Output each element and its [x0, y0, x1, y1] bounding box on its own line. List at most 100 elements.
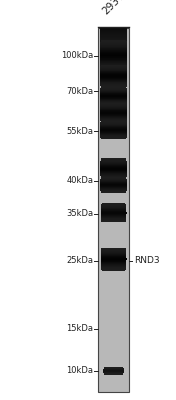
Bar: [100, 50, 127, 51]
Bar: [100, 163, 127, 164]
Bar: [100, 257, 127, 258]
Bar: [100, 45, 127, 46]
Bar: [100, 69, 127, 70]
Bar: [100, 52, 127, 53]
Bar: [101, 178, 126, 179]
Bar: [100, 42, 127, 43]
Bar: [100, 106, 127, 107]
Bar: [100, 170, 127, 171]
Bar: [101, 253, 126, 254]
Bar: [101, 103, 126, 104]
Bar: [101, 160, 126, 161]
Bar: [100, 61, 127, 62]
Bar: [101, 266, 126, 267]
Bar: [100, 66, 127, 67]
Bar: [100, 52, 127, 53]
Bar: [100, 77, 127, 78]
Bar: [100, 121, 127, 122]
Bar: [100, 29, 127, 30]
Bar: [102, 270, 125, 271]
Bar: [101, 64, 126, 65]
Bar: [101, 262, 126, 263]
Bar: [100, 43, 127, 44]
Bar: [100, 49, 127, 50]
Bar: [100, 66, 127, 67]
Bar: [100, 111, 127, 112]
Bar: [100, 55, 127, 56]
Bar: [100, 60, 127, 61]
Bar: [100, 61, 127, 62]
Bar: [100, 80, 127, 81]
Bar: [100, 51, 127, 52]
Bar: [101, 209, 126, 210]
Bar: [101, 177, 126, 178]
Bar: [100, 172, 127, 173]
Bar: [100, 62, 127, 63]
Bar: [100, 57, 127, 58]
Bar: [100, 104, 127, 105]
Bar: [100, 118, 127, 119]
Bar: [100, 53, 127, 54]
Bar: [100, 68, 127, 69]
Bar: [101, 217, 126, 218]
Bar: [100, 115, 127, 116]
Bar: [101, 87, 126, 88]
Bar: [100, 57, 127, 58]
Bar: [100, 117, 127, 118]
Bar: [100, 44, 127, 45]
Bar: [100, 45, 127, 46]
Bar: [102, 248, 125, 249]
Bar: [100, 110, 127, 111]
Bar: [101, 220, 126, 221]
Text: 10kDa: 10kDa: [66, 366, 93, 375]
Bar: [100, 258, 127, 259]
Bar: [100, 62, 127, 63]
Text: 40kDa: 40kDa: [66, 176, 93, 185]
Bar: [100, 46, 127, 47]
Bar: [100, 166, 127, 167]
Bar: [100, 73, 127, 74]
Bar: [100, 71, 127, 72]
Bar: [100, 167, 127, 168]
Bar: [101, 219, 126, 220]
Bar: [101, 264, 126, 265]
Bar: [100, 47, 127, 48]
Bar: [101, 204, 126, 205]
Bar: [100, 44, 127, 45]
Bar: [101, 158, 126, 159]
Bar: [100, 43, 127, 44]
Bar: [100, 69, 127, 70]
Bar: [100, 38, 127, 39]
Bar: [101, 65, 126, 66]
Bar: [100, 61, 127, 62]
Bar: [101, 221, 126, 222]
Bar: [100, 82, 127, 83]
Bar: [100, 59, 127, 60]
Bar: [100, 54, 127, 55]
Bar: [100, 256, 127, 257]
Bar: [100, 63, 127, 64]
Bar: [100, 58, 127, 59]
Bar: [100, 171, 127, 172]
Bar: [101, 207, 126, 208]
Bar: [100, 63, 127, 64]
Bar: [101, 206, 126, 207]
Bar: [101, 215, 126, 216]
Bar: [100, 173, 127, 174]
Bar: [100, 212, 127, 213]
Bar: [100, 41, 127, 42]
Bar: [100, 51, 127, 52]
Bar: [100, 108, 127, 109]
Bar: [100, 105, 127, 106]
Bar: [101, 251, 126, 252]
Bar: [101, 268, 126, 269]
Bar: [100, 36, 127, 37]
Bar: [100, 42, 127, 43]
Text: 35kDa: 35kDa: [66, 210, 93, 218]
Bar: [100, 28, 127, 29]
Bar: [100, 34, 127, 35]
Bar: [101, 103, 126, 104]
Bar: [100, 120, 127, 121]
Bar: [100, 85, 127, 86]
Bar: [100, 68, 127, 69]
